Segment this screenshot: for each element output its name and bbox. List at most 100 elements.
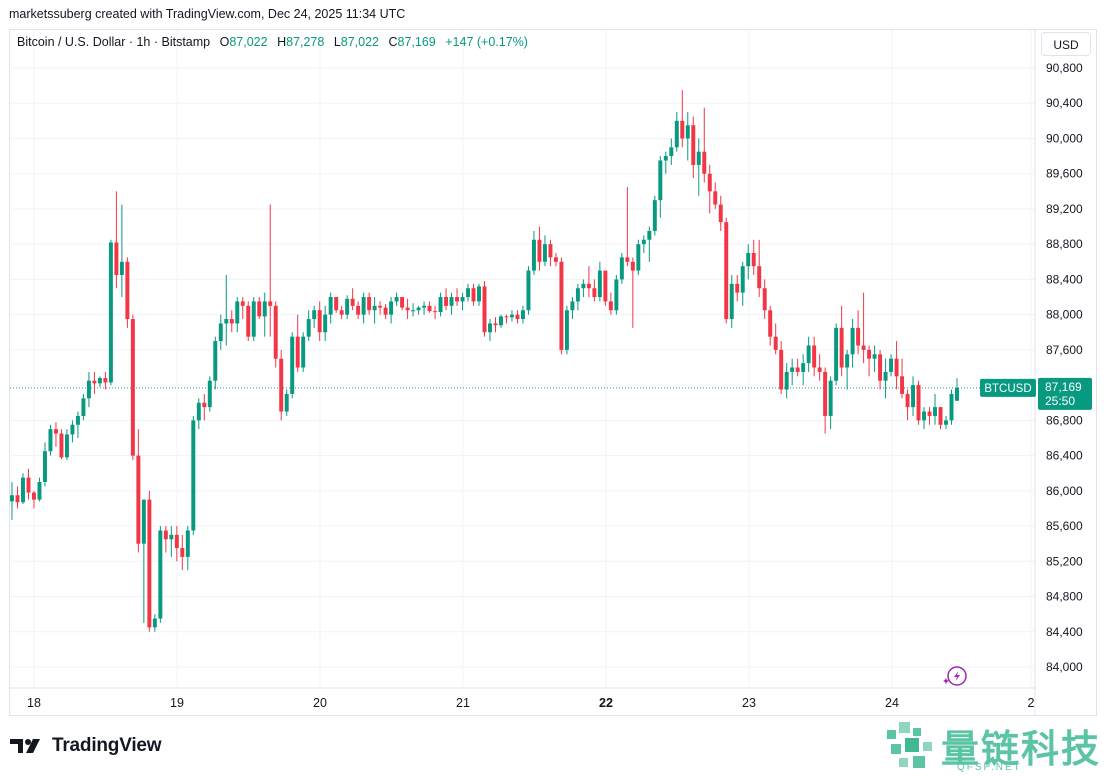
y-tick-label: 86,800 xyxy=(1046,413,1083,427)
candle-body xyxy=(702,151,707,174)
candle-body xyxy=(526,270,531,311)
candle-body xyxy=(202,402,207,408)
candle-body xyxy=(757,266,762,289)
y-tick-label: 85,600 xyxy=(1046,519,1083,533)
candle-body xyxy=(488,323,492,333)
candle-body xyxy=(823,371,828,416)
candle-body xyxy=(839,327,844,368)
candle-body xyxy=(224,319,229,324)
candle-body xyxy=(130,319,135,456)
candle-body xyxy=(685,125,690,139)
candle-body xyxy=(185,530,190,557)
tradingview-logo[interactable]: TradingView xyxy=(10,735,162,757)
candle-body xyxy=(466,288,470,298)
candle-body xyxy=(64,434,69,458)
candle-body xyxy=(553,257,558,262)
x-tick-label: 22 xyxy=(599,696,613,710)
candle-body xyxy=(312,310,317,320)
candle-body xyxy=(158,530,163,619)
y-tick-label: 88,800 xyxy=(1046,237,1083,251)
candle-body xyxy=(674,120,679,148)
candle-body xyxy=(515,314,520,320)
candle-body xyxy=(229,319,234,324)
x-tick-label: 19 xyxy=(170,696,184,710)
candle-body xyxy=(592,288,597,298)
candle-body xyxy=(762,288,767,311)
candle-body xyxy=(389,301,394,315)
candle-body xyxy=(911,385,916,408)
y-tick-label: 86,000 xyxy=(1046,484,1083,498)
watermark-mark-icon xyxy=(887,721,932,768)
candle-body xyxy=(856,327,861,346)
x-tick-label: 21 xyxy=(456,696,470,710)
candle-body xyxy=(471,288,476,302)
candle-body xyxy=(872,354,877,359)
candle-body xyxy=(795,367,800,372)
candle-body xyxy=(729,283,734,320)
last-price-tag xyxy=(1038,377,1092,410)
watermark-url: QFSP.NET xyxy=(957,762,1022,773)
candle-body xyxy=(537,239,542,262)
candle-body xyxy=(779,349,784,390)
candle-body xyxy=(169,534,174,540)
candle-body xyxy=(455,297,460,302)
candle-body xyxy=(878,354,883,381)
low-label: L xyxy=(333,35,341,49)
candle-body xyxy=(460,297,465,302)
currency-button[interactable]: USD xyxy=(1041,32,1091,56)
candle-body xyxy=(317,310,322,333)
candle-body xyxy=(933,407,938,416)
candle-body xyxy=(42,451,47,483)
candle-body xyxy=(163,530,168,540)
candle-body xyxy=(108,242,113,383)
candle-body xyxy=(482,286,487,333)
lightning-sparkle-icon[interactable] xyxy=(943,666,967,686)
candle-body xyxy=(570,301,575,311)
open-value: 87,022 xyxy=(229,35,268,49)
candle-body xyxy=(724,222,729,320)
candle-body xyxy=(394,297,399,302)
candle-body xyxy=(372,305,377,311)
candle-body xyxy=(59,433,64,458)
candle-body xyxy=(207,380,212,408)
candle-body xyxy=(400,297,405,308)
candle-body xyxy=(279,358,284,412)
candle-body xyxy=(548,244,553,258)
bar-countdown: 25:50 xyxy=(1045,394,1075,408)
candle-body xyxy=(718,204,723,223)
x-tick-label: 23 xyxy=(742,696,756,710)
candle-body xyxy=(663,156,668,161)
y-tick-label: 88,400 xyxy=(1046,272,1083,286)
candle-body xyxy=(356,305,361,315)
candle-body xyxy=(449,297,454,306)
candle-body xyxy=(180,548,185,557)
candle-body xyxy=(812,345,817,368)
candle-body xyxy=(70,424,75,435)
candle-body xyxy=(378,305,383,308)
y-tick-label: 89,200 xyxy=(1046,202,1083,216)
candle-body xyxy=(10,495,14,502)
candle-body xyxy=(817,367,822,372)
candle-body xyxy=(531,239,536,271)
y-tick-label: 90,800 xyxy=(1046,61,1083,75)
candle-body xyxy=(768,310,773,337)
last-price-value: 87,169 xyxy=(1045,380,1082,394)
candle-body xyxy=(147,499,152,628)
candle-body xyxy=(477,286,481,302)
candle-body xyxy=(746,252,751,267)
candle-body xyxy=(636,244,641,271)
candle-body xyxy=(339,310,344,315)
candle-body xyxy=(152,618,157,628)
open-label: O xyxy=(219,35,230,49)
change-value: +147 (+0.17%) xyxy=(445,35,528,49)
candle-body xyxy=(955,387,959,401)
candle-body xyxy=(290,336,295,394)
y-tick-label: 84,400 xyxy=(1046,625,1083,639)
candle-body xyxy=(136,455,141,544)
candle-body xyxy=(625,257,630,262)
candle-body xyxy=(53,429,58,434)
candle-body xyxy=(433,311,438,313)
candle-body xyxy=(828,380,833,416)
candle-body xyxy=(889,358,894,372)
